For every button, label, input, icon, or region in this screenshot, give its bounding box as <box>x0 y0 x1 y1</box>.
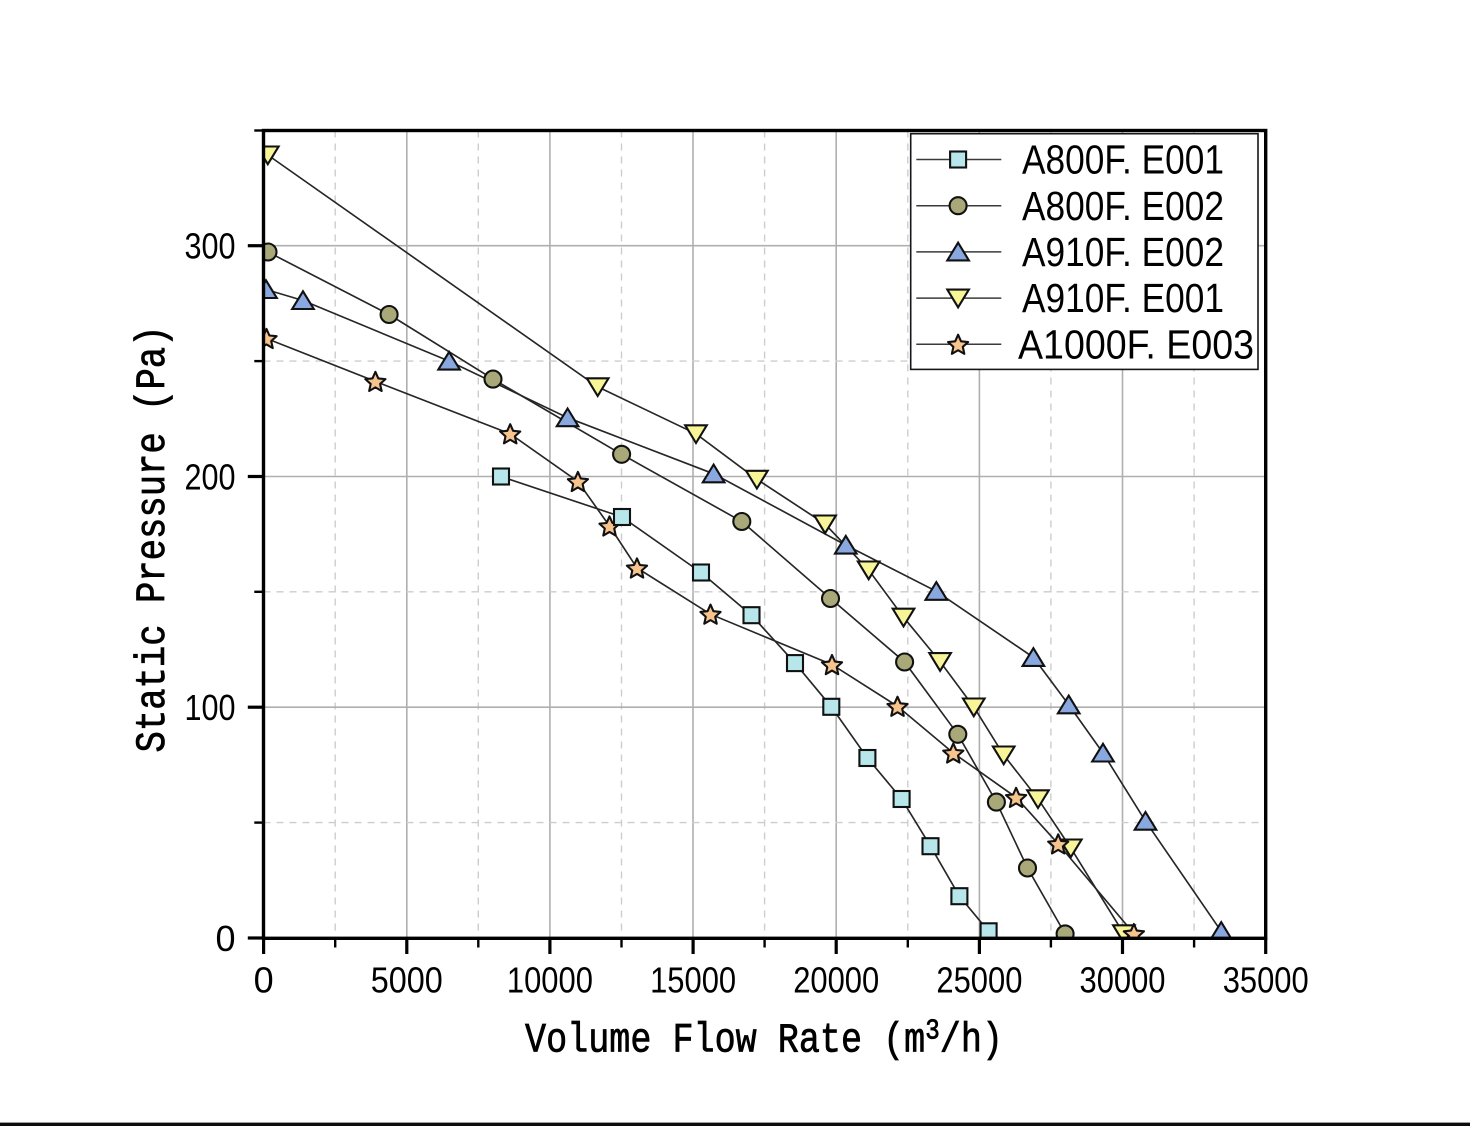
svg-text:15000: 15000 <box>650 960 736 1001</box>
svg-text:A800F. E002: A800F. E002 <box>1022 183 1224 229</box>
svg-text:20000: 20000 <box>793 960 879 1001</box>
svg-text:A910F. E001: A910F. E001 <box>1022 275 1224 321</box>
svg-text:30000: 30000 <box>1080 960 1166 1001</box>
svg-text:100: 100 <box>185 687 236 728</box>
svg-text:5000: 5000 <box>371 960 443 1001</box>
svg-text:0: 0 <box>254 960 274 1001</box>
svg-text:300: 300 <box>185 226 236 267</box>
svg-text:Static Pressure (Pa): Static Pressure (Pa) <box>129 326 177 753</box>
svg-text:35000: 35000 <box>1223 960 1309 1001</box>
svg-text:A910F. E002: A910F. E002 <box>1022 229 1224 275</box>
svg-text:10000: 10000 <box>507 960 593 1001</box>
svg-text:A1000F. E003: A1000F. E003 <box>1018 321 1254 367</box>
svg-text:A800F. E001: A800F. E001 <box>1022 137 1224 183</box>
svg-text:25000: 25000 <box>936 960 1022 1001</box>
svg-text:0: 0 <box>215 918 235 959</box>
svg-text:Volume Flow Rate (m3/h): Volume Flow Rate (m3/h) <box>525 1015 1003 1065</box>
svg-text:200: 200 <box>185 456 236 497</box>
